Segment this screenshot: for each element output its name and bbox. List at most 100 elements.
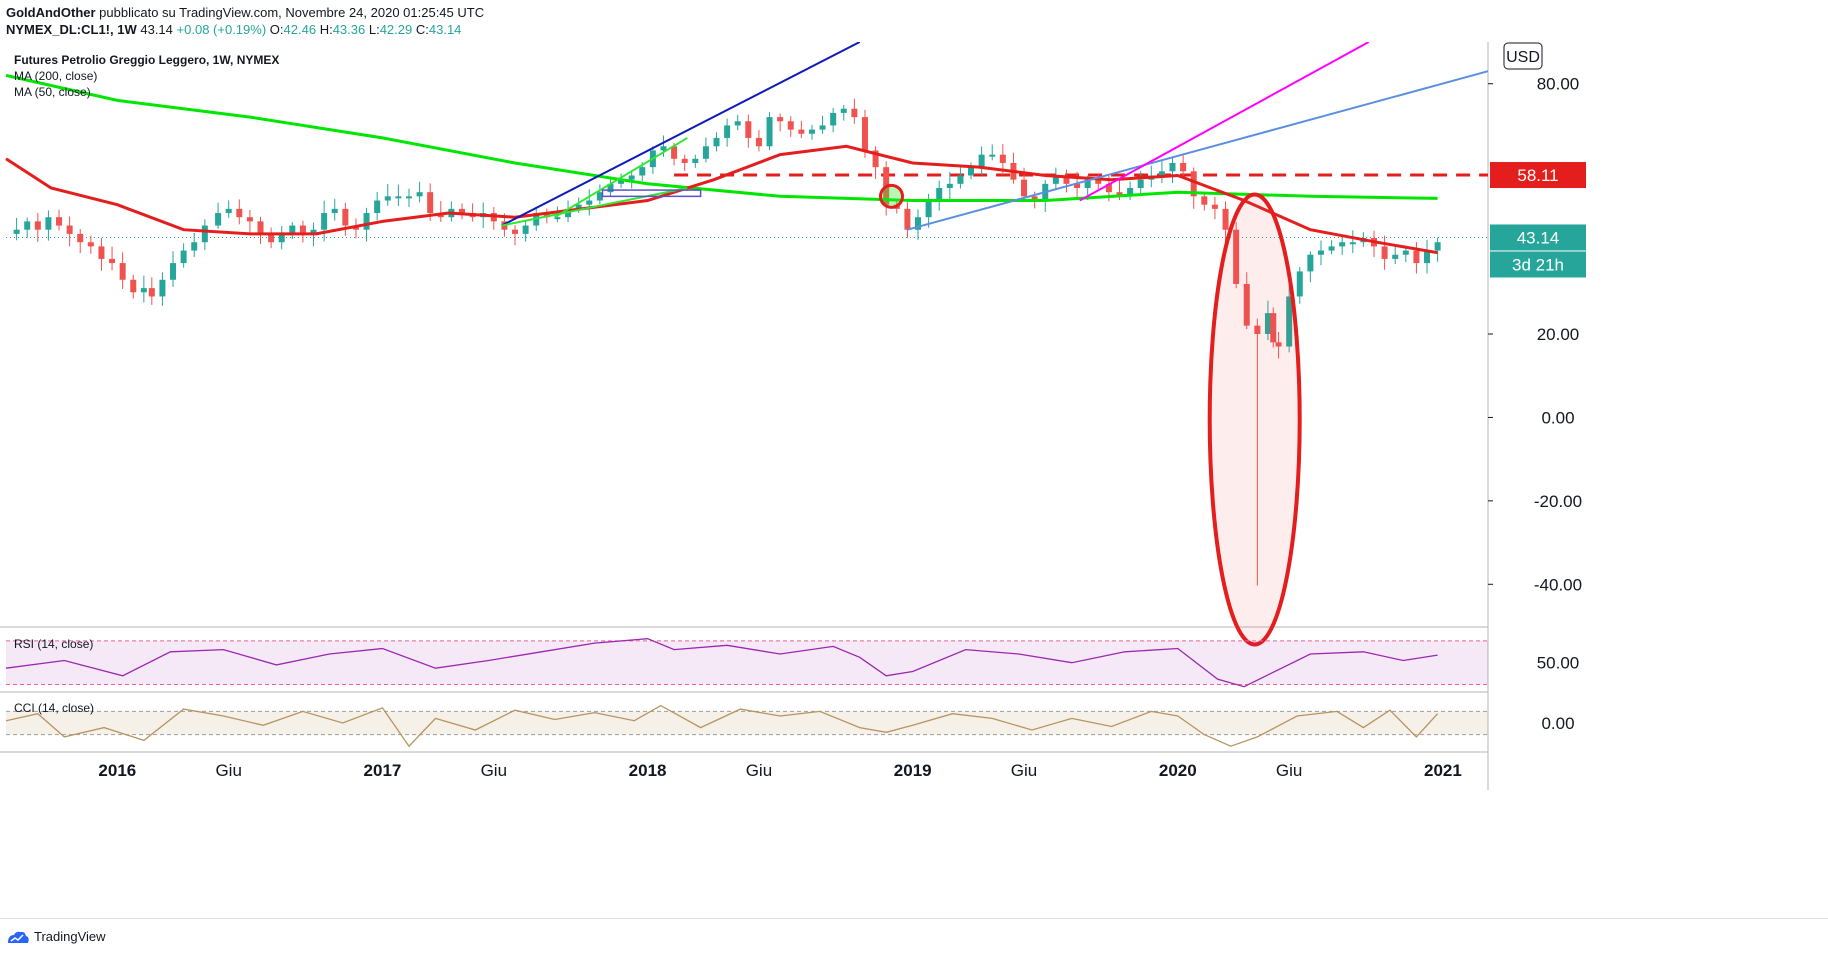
candle-body [522,225,529,234]
tradingview-logo-icon[interactable] [6,929,30,945]
x-tick-label: 2018 [629,761,667,780]
candle-body [77,233,84,243]
ma200-line [5,73,1438,202]
high-value: 43.36 [332,22,366,37]
candle-body [1105,183,1112,193]
trendline-magenta [1079,41,1370,202]
candle-body [978,154,985,168]
candle-body [1424,250,1431,264]
low-value: 42.29 [379,22,413,37]
y-tick-label: -40.00 [1534,575,1582,594]
candle-body [321,213,328,230]
crossover-highlight-circle [878,183,904,209]
cci-y-tick-label: 0.00 [1541,714,1574,733]
x-tick-label: Giu [1011,761,1037,780]
resistance-price-label: 58.11 [1517,166,1558,185]
y-tick-label: 80.00 [1537,75,1580,94]
candle-body [459,208,465,214]
candle-body [119,263,126,280]
x-tick-label: 2017 [364,761,402,780]
candle-body [1434,242,1441,251]
last-price-label: 43.14 [1517,228,1560,247]
legend-ma50: MA (50, close) [14,85,91,99]
chart-title: Futures Petrolio Greggio Leggero, 1W, NY… [14,53,279,67]
candle-body [851,108,858,118]
candle-body [1254,325,1261,334]
rsi-title: RSI (14, close) [14,637,93,651]
candle-body [268,233,275,243]
candle-body [1137,179,1144,188]
candle-body [660,146,667,151]
candle-body [1296,271,1303,297]
candle-body [148,288,155,297]
candle-body [201,225,208,243]
candle-body [180,250,187,264]
candle-body [246,217,253,222]
candle-body [1063,175,1070,184]
candle-body [109,258,116,264]
candle-body [681,158,688,163]
candle-body [639,167,646,176]
candle-body [777,117,784,122]
x-tick-label: 2021 [1424,761,1462,780]
rsi-line [5,638,1438,688]
candle-body [628,175,635,180]
candle-body [840,108,847,113]
candle-body [170,263,177,280]
candle-body [236,208,243,218]
candle-body [1211,204,1218,209]
candle-body [1052,175,1059,184]
resistance-price-label-bg [1490,162,1586,189]
candle-body [374,200,381,214]
candle-body [395,196,402,199]
candle-body [159,279,166,297]
x-tick-label: Giu [481,761,507,780]
candle-body [575,204,582,209]
candle-body [1222,208,1229,230]
candle-body [1275,342,1282,347]
candle-body [671,146,678,159]
tradingview-brand[interactable]: TradingView [34,929,106,944]
candle-body [342,208,349,226]
candle-body [225,208,232,214]
candle-body [1392,254,1399,259]
candle-body [702,146,709,159]
candle-body [140,288,147,293]
x-tick-label: 2020 [1159,761,1197,780]
candle-body [596,192,603,201]
candle-body [278,233,285,243]
author-name[interactable]: GoldAndOther [6,5,96,20]
candle-body [215,213,222,226]
candle-body [968,167,975,176]
candle-body [1095,179,1102,184]
candle-body [1169,162,1176,172]
candle-body [34,221,41,230]
x-tick-label: 2019 [894,761,932,780]
candle-body [798,129,805,134]
candle-body [363,213,370,230]
y-tick-label: -20.00 [1534,492,1582,511]
last-price-label-bg [1490,224,1586,251]
publisher-line: GoldAndOther pubblicato su TradingView.c… [6,5,484,20]
candle-body [925,200,932,218]
candle-body [1413,250,1420,264]
ma50-line [5,144,1438,255]
close-label: C: [415,22,429,37]
candle-body [1381,246,1388,259]
candle-body [713,137,720,147]
cci-title: CCI (14, close) [14,701,94,715]
candle-body [1349,242,1356,245]
candle-body [787,121,794,130]
candle-body [13,229,20,234]
candle-body [957,175,964,184]
candle-body [1074,183,1081,188]
candle-body [1264,313,1271,334]
cci-line [5,704,1439,748]
candle-body [1190,171,1197,197]
candle-body [872,150,879,168]
candle-body [745,121,752,138]
open-label: O: [269,22,284,37]
open-value: 42.46 [283,22,317,37]
legend-ma200: MA (200, close) [14,69,97,83]
